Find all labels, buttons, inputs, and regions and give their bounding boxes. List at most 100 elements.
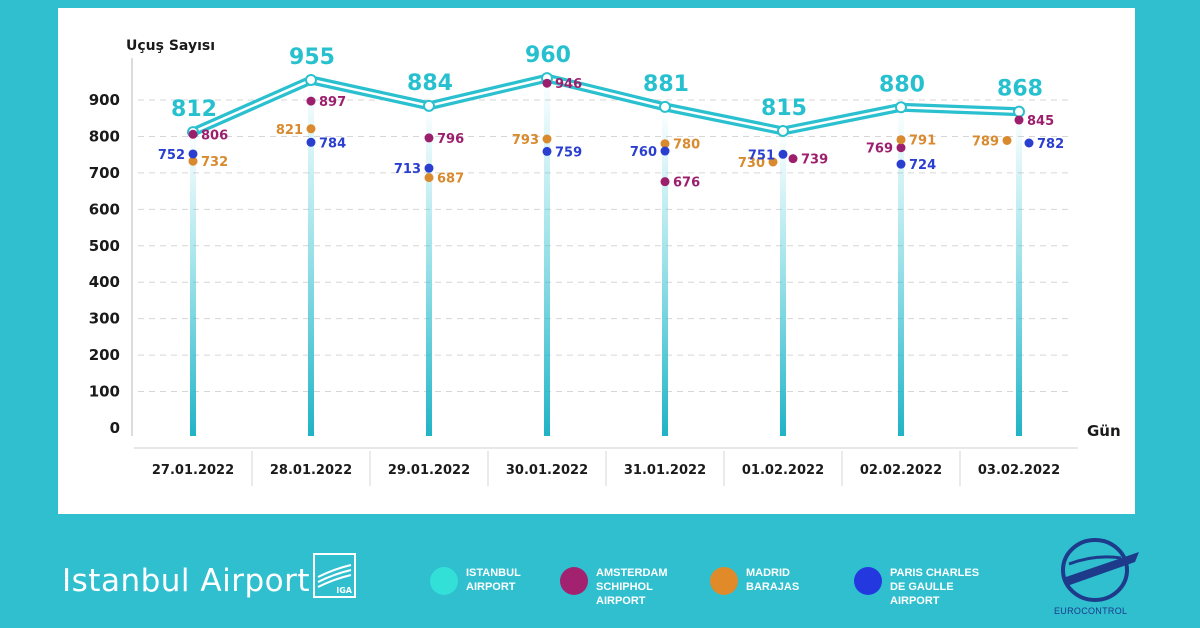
- point-istanbul: [423, 99, 435, 112]
- legend-label-paris: PARIS CHARLES DE GAULLE AIRPORT: [890, 567, 980, 607]
- data-label-istanbul: 955: [289, 45, 335, 70]
- stem-bar: [190, 132, 196, 436]
- data-label-series-1: 769: [866, 142, 893, 157]
- legend-label-madrid: MADRID BARAJAS: [746, 567, 800, 593]
- point-series-1: [306, 96, 316, 106]
- data-label-series-1: 897: [319, 95, 346, 110]
- legend-item-amsterdam: AMSTERDAM SCHIPHOL AIRPORT: [560, 566, 668, 608]
- data-label-istanbul: 880: [879, 72, 925, 97]
- data-label-series-3: 759: [555, 145, 582, 160]
- flight-count-chart: 0 100 200 300 400 500 600 700 800 900 Uçuş Sayısı G…: [89, 38, 1121, 486]
- data-label-series-2: 789: [972, 134, 999, 149]
- series-line-istanbul-inner: [192, 76, 1020, 134]
- data-label-series-1: 845: [1027, 114, 1054, 129]
- y-tick-label: 900: [89, 91, 120, 109]
- legend-dot-istanbul: [430, 567, 458, 595]
- point-istanbul: [305, 73, 317, 86]
- y-tick-label: 100: [89, 383, 120, 401]
- point-series-3: [660, 146, 670, 156]
- data-label-istanbul: 960: [525, 43, 571, 68]
- x-tick-label: 01.02.2022: [742, 463, 824, 478]
- data-label-series-1: 796: [437, 132, 464, 147]
- iga-label: IGA: [336, 586, 352, 595]
- y-tick-label: 700: [89, 164, 120, 182]
- legend-item-madrid: MADRID BARAJAS: [710, 566, 799, 595]
- legend-item-paris: PARIS CHARLES DE GAULLE AIRPORT: [854, 566, 979, 608]
- data-label-istanbul: 868: [997, 77, 1043, 102]
- point-istanbul: [659, 100, 671, 113]
- point-istanbul: [895, 101, 907, 114]
- data-label-series-2: 780: [673, 138, 700, 153]
- y-tick-label: 300: [89, 310, 120, 328]
- point-series-3: [306, 137, 316, 147]
- point-series-3: [188, 149, 198, 159]
- point-series-1: [1014, 115, 1024, 125]
- point-series-3: [542, 146, 552, 156]
- x-tick-label: 27.01.2022: [152, 463, 234, 478]
- data-label-series-2: 732: [201, 155, 228, 170]
- data-label-series-2: 791: [909, 134, 936, 149]
- data-label-series-2: 730: [738, 156, 765, 171]
- data-label-series-1: 676: [673, 176, 700, 191]
- point-series-1: [424, 133, 434, 143]
- data-label-series-2: 821: [276, 123, 303, 138]
- stem-bar: [426, 105, 432, 436]
- data-label-series-3: 751: [748, 148, 775, 163]
- x-tick-label: 31.01.2022: [624, 463, 706, 478]
- eurocontrol-label: EUROCONTROL: [1054, 606, 1128, 616]
- legend-dot-paris: [854, 567, 882, 595]
- y-tick-label: 200: [89, 346, 120, 364]
- point-series-3: [1024, 138, 1034, 148]
- data-label-istanbul: 812: [171, 97, 217, 122]
- point-series-2: [896, 135, 906, 145]
- y-tick-label: 800: [89, 127, 120, 145]
- data-label-istanbul: 884: [407, 71, 453, 96]
- chart-card: 0 100 200 300 400 500 600 700 800 900 Uçuş Sayısı G…: [58, 8, 1135, 514]
- point-istanbul: [777, 124, 789, 137]
- point-series-3: [424, 163, 434, 173]
- legend-label-amsterdam: AMSTERDAM SCHIPHOL AIRPORT: [596, 567, 668, 607]
- point-series-3: [778, 149, 788, 159]
- data-label-series-1: 739: [801, 153, 828, 168]
- point-series-2: [424, 173, 434, 183]
- x-tick-label: 02.02.2022: [860, 463, 942, 478]
- point-series-2: [306, 124, 316, 134]
- point-istanbul: [1013, 105, 1025, 118]
- legend-dot-madrid: [710, 567, 738, 595]
- data-label-series-3: 760: [630, 145, 657, 160]
- point-series-1: [660, 177, 670, 187]
- x-axis-title: Gün: [1087, 422, 1121, 440]
- y-tick-label: 500: [89, 237, 120, 255]
- data-label-istanbul: 815: [761, 96, 807, 121]
- point-series-2: [1002, 135, 1012, 145]
- iga-logo-mark: IGA: [313, 553, 356, 598]
- data-label-istanbul: 881: [643, 72, 689, 97]
- stem-bar: [780, 130, 786, 436]
- data-label-series-1: 806: [201, 128, 228, 143]
- point-series-3: [896, 159, 906, 169]
- stem-bar: [898, 107, 904, 437]
- y-tick-label: 600: [89, 200, 120, 218]
- stem-bar: [1016, 111, 1022, 436]
- point-series-1: [188, 129, 198, 139]
- data-label-series-3: 752: [158, 148, 185, 163]
- y-tick-label: 400: [89, 273, 120, 291]
- point-series-2: [542, 134, 552, 144]
- data-label-series-3: 713: [394, 162, 421, 177]
- data-label-series-1: 946: [555, 77, 582, 92]
- point-series-2: [188, 156, 198, 166]
- stem-bar: [308, 79, 314, 436]
- data-label-series-3: 784: [319, 136, 346, 151]
- data-label-series-2: 793: [512, 133, 539, 148]
- point-series-1: [542, 78, 552, 88]
- y-tick-label: 0: [110, 419, 120, 437]
- x-tick-label: 29.01.2022: [388, 463, 470, 478]
- istanbul-airport-logo: Istanbul Airport: [62, 563, 310, 599]
- legend-dot-amsterdam: [560, 567, 588, 595]
- data-label-series-2: 687: [437, 172, 464, 187]
- point-series-1: [896, 143, 906, 153]
- x-tick-label: 03.02.2022: [978, 463, 1060, 478]
- point-series-1: [788, 154, 798, 164]
- legend-item-istanbul: ISTANBUL AIRPORT: [430, 566, 521, 595]
- x-tick-label: 30.01.2022: [506, 463, 588, 478]
